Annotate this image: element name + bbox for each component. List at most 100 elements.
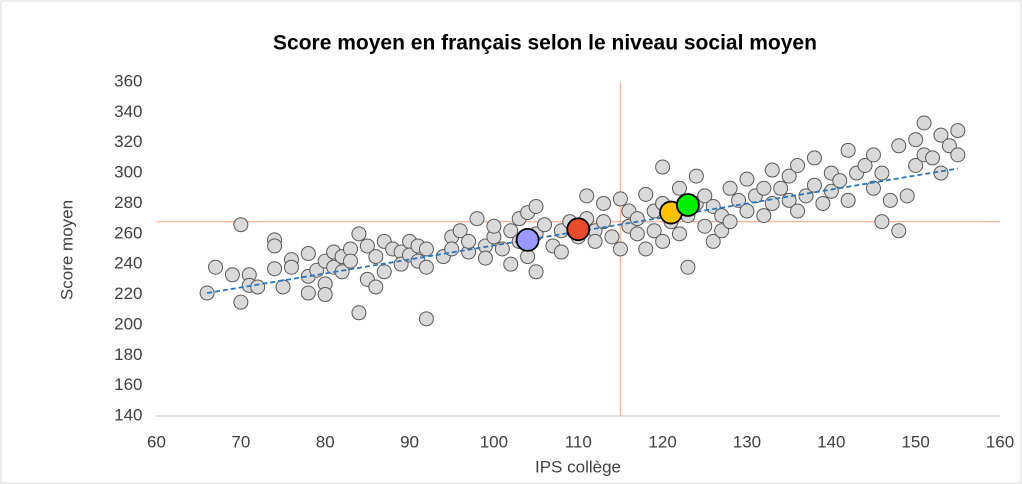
point [671, 226, 687, 242]
point [233, 294, 249, 310]
point [806, 177, 822, 193]
y-tick-label: 240 [114, 254, 142, 273]
point [908, 158, 924, 173]
point [756, 180, 772, 196]
point [756, 208, 772, 224]
point [494, 241, 510, 257]
x-tick-label: 130 [733, 432, 761, 451]
point [233, 217, 249, 233]
point [731, 192, 747, 208]
x-tick-label: 150 [901, 432, 929, 451]
point [680, 259, 696, 275]
point [351, 305, 367, 321]
point [908, 132, 924, 148]
point [452, 223, 468, 239]
y-tick-label: 160 [114, 375, 142, 394]
point [418, 259, 434, 275]
point [283, 259, 299, 275]
point [368, 279, 384, 295]
point [891, 223, 907, 239]
point [773, 180, 789, 196]
point [950, 147, 966, 163]
point [655, 159, 671, 175]
point [300, 246, 316, 262]
point [781, 168, 797, 184]
point [612, 191, 628, 207]
x-tick-label: 60 [147, 432, 166, 451]
point [376, 264, 392, 280]
point [351, 226, 367, 242]
point [638, 186, 654, 202]
point [300, 285, 316, 301]
point [739, 171, 755, 187]
point [579, 188, 595, 204]
point [317, 287, 333, 303]
point [697, 218, 713, 234]
point [916, 115, 932, 131]
y-tick-label: 260 [114, 223, 142, 242]
y-axis-label: Score moyen [57, 200, 76, 300]
x-axis-label: IPS collège [535, 457, 621, 476]
point [418, 311, 434, 327]
point [638, 241, 654, 257]
point [486, 218, 502, 234]
y-tick-label: 140 [114, 405, 142, 424]
point [832, 173, 848, 189]
x-tick-label: 70 [231, 432, 250, 451]
point [899, 188, 915, 204]
point [596, 214, 612, 230]
point [537, 217, 553, 233]
point [503, 223, 519, 239]
point [865, 147, 881, 163]
point [857, 158, 873, 173]
y-tick-label: 320 [114, 132, 142, 151]
point [925, 150, 941, 166]
point [646, 223, 662, 239]
point [461, 233, 477, 249]
y-tick-label: 360 [114, 71, 142, 90]
chart-title: Score moyen en français selon le niveau … [273, 32, 817, 55]
point [469, 211, 485, 227]
point [722, 180, 738, 196]
point [705, 233, 721, 249]
point [806, 150, 822, 166]
point [950, 123, 966, 139]
y-tick-label: 180 [114, 345, 142, 364]
point [359, 238, 375, 254]
x-tick-label: 140 [817, 432, 845, 451]
point [722, 214, 738, 230]
point [697, 188, 713, 204]
point [688, 168, 704, 184]
y-tick-label: 200 [114, 314, 142, 333]
point [655, 233, 671, 249]
point [612, 241, 628, 257]
x-tick-label: 110 [565, 432, 592, 451]
point [224, 267, 240, 283]
point [933, 127, 949, 143]
point [840, 192, 856, 208]
highlight-point [676, 193, 700, 217]
point [933, 165, 949, 181]
point [790, 158, 806, 173]
point [587, 233, 603, 249]
point [882, 192, 898, 208]
point [267, 238, 283, 254]
highlight-point [515, 227, 540, 252]
point [604, 229, 620, 245]
point [368, 249, 384, 265]
y-tick-label: 340 [114, 102, 142, 121]
point [629, 226, 645, 242]
point [790, 203, 806, 219]
point [503, 256, 519, 272]
point [671, 180, 687, 196]
y-tick-label: 300 [114, 163, 142, 182]
x-tick-label: 90 [400, 432, 419, 451]
x-tick-label: 80 [316, 432, 335, 451]
point [840, 142, 856, 158]
point [764, 162, 780, 178]
point [477, 250, 493, 266]
x-tick-label: 100 [480, 432, 508, 451]
point [208, 259, 224, 275]
point [865, 180, 881, 196]
